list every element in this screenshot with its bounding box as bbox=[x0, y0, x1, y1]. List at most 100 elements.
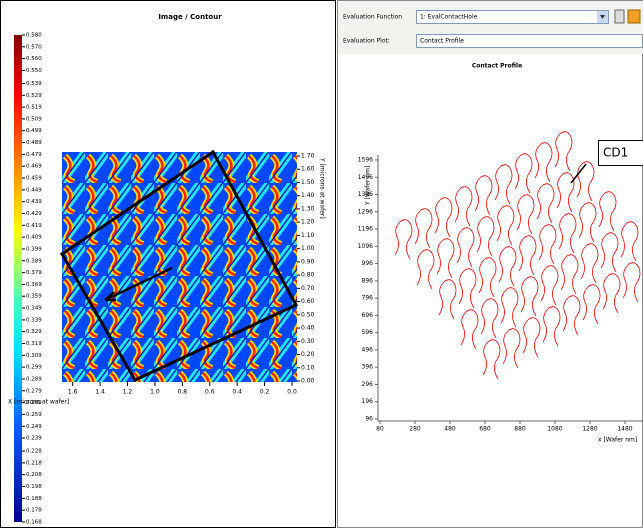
y-tick-label: 0.10 bbox=[301, 364, 315, 371]
colorbar-label: 0.379 bbox=[26, 270, 42, 276]
y-tick-label: 0.50 bbox=[301, 311, 315, 318]
contour-image bbox=[62, 152, 297, 382]
y-tick-label: 596 bbox=[362, 329, 374, 336]
colorbar-label: 0.178 bbox=[26, 508, 42, 514]
eval-plot-value: Contact Profile bbox=[420, 38, 464, 45]
colorbar-label: 0.449 bbox=[26, 187, 42, 193]
x-tick-label: 1.0 bbox=[150, 389, 160, 396]
y-tick-label: 1096 bbox=[358, 243, 373, 250]
y-tick-label: 0.00 bbox=[301, 378, 315, 385]
colorbar-label: 0.218 bbox=[26, 460, 42, 466]
colorbar-label: 0.489 bbox=[26, 140, 42, 146]
x-tick-label: 480 bbox=[444, 426, 456, 433]
page: Image / Contour X [microns at wafer] Y [… bbox=[0, 0, 643, 528]
colorbar bbox=[14, 35, 22, 522]
y-tick-label: 0.70 bbox=[301, 285, 315, 292]
annotation: CD1 bbox=[603, 146, 628, 160]
colorbar-label: 0.339 bbox=[26, 317, 42, 323]
x-tick-label: 0.2 bbox=[260, 389, 270, 396]
colorbar-label: 0.519 bbox=[26, 105, 42, 111]
colorbar-label: 0.239 bbox=[26, 436, 42, 442]
x-tick-label: 1080 bbox=[547, 426, 562, 433]
colorbar-label: 0.299 bbox=[26, 365, 42, 371]
colorbar-label: 0.319 bbox=[26, 341, 42, 347]
y-tick-label: 1396 bbox=[358, 191, 373, 198]
y-tick-label: 1.60 bbox=[301, 166, 315, 173]
y-tick-label: 1.10 bbox=[301, 232, 315, 239]
y-tick-label: 796 bbox=[362, 295, 374, 302]
y-tick-label: 196 bbox=[362, 398, 374, 405]
colorbar-label: 0.560 bbox=[26, 56, 42, 62]
colorbar-label: 0.539 bbox=[26, 81, 42, 87]
x-tick-label: 680 bbox=[479, 426, 491, 433]
x-tick-label: 280 bbox=[409, 426, 421, 433]
x-tick-label: 880 bbox=[514, 426, 526, 433]
plot-y-label: Y [Wafer nm] bbox=[365, 166, 372, 206]
y-tick-label: 696 bbox=[362, 312, 374, 319]
y-tick-label: 0.20 bbox=[301, 351, 315, 358]
x-tick-label: 1.2 bbox=[123, 389, 133, 396]
colorbar-label: 0.570 bbox=[26, 44, 42, 50]
y-tick-label: 1.50 bbox=[301, 179, 315, 186]
colorbar-label: 0.329 bbox=[26, 329, 42, 335]
colorbar-label: 0.208 bbox=[26, 472, 42, 478]
y-tick-label: 1.30 bbox=[301, 205, 315, 212]
y-tick-label: 496 bbox=[362, 346, 374, 353]
colorbar-label: 0.349 bbox=[26, 306, 42, 312]
colorbar-label: 0.389 bbox=[26, 258, 42, 264]
y-axis-label: Y [microns at wafer] bbox=[319, 157, 326, 219]
plot-title: Contact Profile bbox=[472, 63, 522, 70]
y-tick-label: 996 bbox=[362, 260, 374, 267]
tool-icon[interactable] bbox=[628, 10, 640, 23]
colorbar-label: 0.459 bbox=[26, 176, 42, 182]
eval-function-value: 1: EvalContactHole bbox=[420, 14, 478, 21]
colorbar-label: 0.529 bbox=[26, 93, 42, 99]
eval-function-label: Evaluation Function bbox=[343, 14, 402, 21]
y-tick-label: 96 bbox=[365, 416, 373, 423]
y-tick-label: 896 bbox=[362, 277, 374, 284]
y-tick-label: 296 bbox=[362, 381, 374, 388]
colorbar-label: 0.168 bbox=[26, 520, 42, 526]
y-tick-label: 1.70 bbox=[301, 153, 315, 160]
left-title: Image / Contour bbox=[158, 13, 222, 21]
y-tick-label: 0.40 bbox=[301, 325, 315, 332]
y-tick-label: 1.00 bbox=[301, 245, 315, 252]
x-tick-label: 0.8 bbox=[178, 389, 188, 396]
colorbar-label: 0.419 bbox=[26, 223, 42, 229]
y-tick-label: 1596 bbox=[358, 157, 373, 164]
x-tick-label: 0.6 bbox=[205, 389, 215, 396]
colorbar-label: 0.509 bbox=[26, 116, 42, 122]
screen: Image / Contour X [microns at wafer] Y [… bbox=[0, 0, 643, 528]
colorbar-label: 0.289 bbox=[26, 376, 42, 382]
x-tick-label: 1480 bbox=[617, 426, 632, 433]
y-tick-label: 396 bbox=[362, 364, 374, 371]
colorbar-label: 0.469 bbox=[26, 164, 42, 170]
y-tick-label: 1496 bbox=[358, 174, 373, 181]
y-tick-label: 1196 bbox=[358, 226, 373, 233]
y-tick-label: 0.60 bbox=[301, 298, 315, 305]
colorbar-label: 0.409 bbox=[26, 235, 42, 241]
colorbar-label: 0.359 bbox=[26, 294, 42, 300]
x-tick-label: 1.4 bbox=[95, 389, 105, 396]
colorbar-label: 0.399 bbox=[26, 246, 42, 252]
colorbar-label: 0.499 bbox=[26, 128, 42, 134]
colorbar-label: 0.580 bbox=[26, 33, 42, 39]
x-tick-label: 1280 bbox=[582, 426, 597, 433]
colorbar-label: 0.369 bbox=[26, 282, 42, 288]
y-tick-label: 0.80 bbox=[301, 272, 315, 279]
colorbar-label: 0.309 bbox=[26, 353, 42, 359]
colorbar-label: 0.188 bbox=[26, 496, 42, 502]
y-tick-label: 0.30 bbox=[301, 338, 315, 345]
colorbar-label: 0.550 bbox=[26, 68, 42, 74]
right-window bbox=[338, 1, 643, 528]
colorbar-label: 0.228 bbox=[26, 449, 42, 455]
x-tick-label: 80 bbox=[376, 426, 384, 433]
colorbar-label: 0.439 bbox=[26, 199, 42, 205]
tool-icon[interactable] bbox=[615, 10, 624, 23]
colorbar-label: 0.279 bbox=[26, 388, 42, 394]
x-tick-label: 0.4 bbox=[232, 389, 242, 396]
colorbar-label: 0.198 bbox=[26, 484, 42, 490]
colorbar-label: 0.429 bbox=[26, 211, 42, 217]
colorbar-label: 0.259 bbox=[26, 412, 42, 418]
colorbar-label: 0.479 bbox=[26, 152, 42, 158]
